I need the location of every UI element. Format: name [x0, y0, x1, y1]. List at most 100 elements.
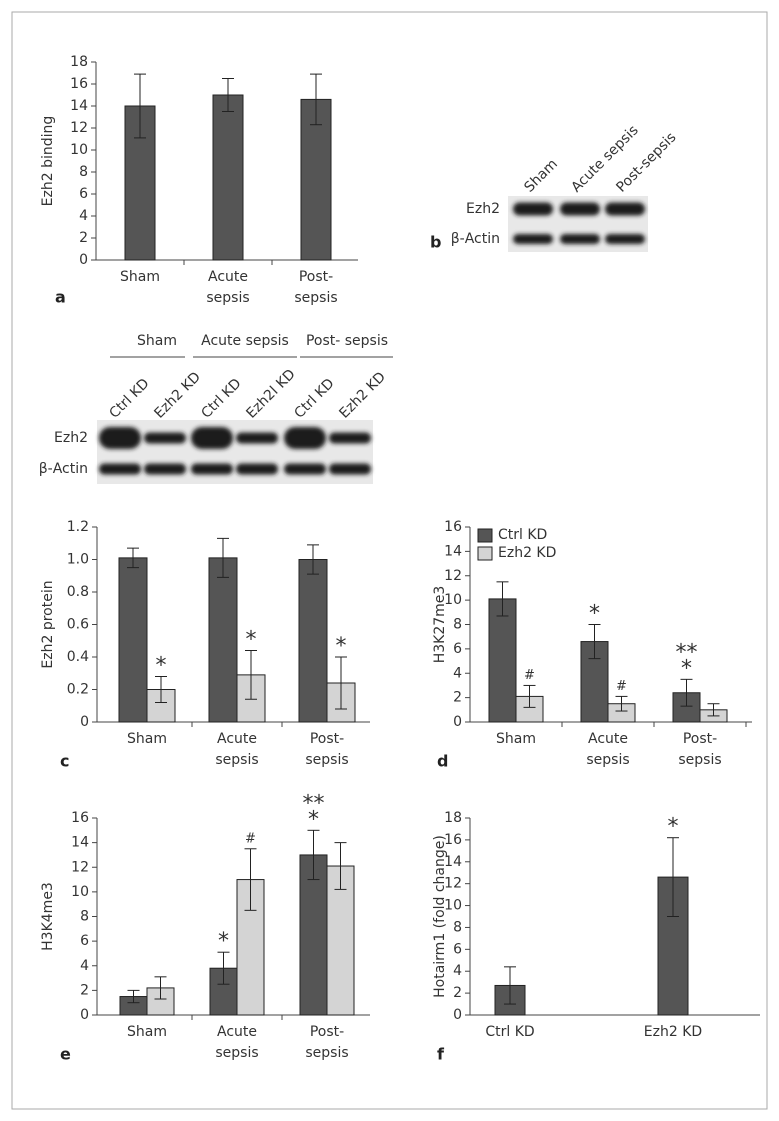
- bar: [326, 865, 355, 1016]
- frame: [11, 11, 768, 1110]
- bar: [118, 557, 148, 723]
- y-tick-label: 10: [444, 898, 462, 914]
- bar: [488, 598, 517, 723]
- y-tick-label: 8: [79, 164, 88, 180]
- bar: [212, 94, 244, 261]
- x-tick-label: Acute: [588, 731, 628, 747]
- y-axis-label: H3K4me3: [40, 882, 56, 951]
- annotation: **: [676, 640, 698, 665]
- y-tick-label: 8: [453, 617, 462, 633]
- y-tick-label: 2: [80, 982, 89, 998]
- y-tick-label: 4: [79, 208, 88, 224]
- y-tick-label: 0.6: [67, 617, 89, 633]
- blot-band: [284, 463, 326, 475]
- bar: [208, 557, 238, 723]
- annotation: #: [524, 668, 535, 683]
- y-tick-label: 16: [444, 519, 462, 535]
- y-tick-label: 18: [444, 810, 462, 826]
- x-tick-label: Ctrl KD: [485, 1024, 534, 1040]
- annotation: *: [681, 656, 692, 681]
- blot-band: [329, 463, 371, 475]
- panel-letter: c: [60, 752, 69, 771]
- group-label: Sham: [137, 333, 177, 349]
- x-tick-label: Acute: [217, 731, 257, 747]
- y-tick-label: 0: [80, 1007, 89, 1023]
- annotation: *: [589, 602, 600, 627]
- y-tick-label: 6: [453, 941, 462, 957]
- y-tick-label: 10: [70, 142, 88, 158]
- lane-label: Sham: [521, 156, 561, 196]
- blot-band: [513, 202, 553, 216]
- x-tick-label: sepsis: [586, 752, 629, 768]
- x-tick-label: Ezh2 KD: [644, 1024, 702, 1040]
- x-tick-label: Post-: [299, 269, 333, 285]
- x-tick-label: Acute: [208, 269, 248, 285]
- annotation: #: [616, 679, 627, 694]
- bar: [298, 559, 328, 723]
- y-tick-label: 16: [70, 76, 88, 92]
- blot-band: [191, 463, 233, 475]
- lane-label: Ezh2 KD: [151, 369, 204, 422]
- y-tick-label: 0.4: [67, 649, 89, 665]
- annotation: *: [308, 807, 319, 832]
- y-tick-label: 0: [453, 714, 462, 730]
- x-tick-label: sepsis: [215, 752, 258, 768]
- y-tick-label: 14: [444, 543, 462, 559]
- bar: [657, 876, 689, 1016]
- y-tick-label: 2: [453, 985, 462, 1001]
- y-axis-label: H3K27me3: [432, 586, 448, 664]
- legend-swatch: [477, 546, 493, 561]
- lane-label: Ctrl KD: [106, 375, 152, 421]
- y-tick-label: 12: [71, 859, 89, 875]
- blot-band: [560, 234, 600, 244]
- lane-label: Ctrl KD: [198, 375, 244, 421]
- y-tick-label: 18: [70, 54, 88, 70]
- y-tick-label: 1.0: [67, 552, 89, 568]
- blot-band: [329, 432, 371, 444]
- blot: [97, 420, 373, 484]
- annotation: *: [246, 628, 257, 653]
- row-label: β-Actin: [451, 231, 500, 247]
- blot-band: [144, 463, 186, 475]
- blot-band: [236, 463, 278, 475]
- x-tick-label: Acute: [217, 1024, 257, 1040]
- annotation: *: [218, 929, 229, 954]
- y-tick-label: 8: [80, 909, 89, 925]
- panel-letter: a: [55, 288, 66, 307]
- annotation: #: [245, 831, 256, 846]
- legend-label: Ezh2 KD: [498, 545, 556, 561]
- lane-label: Ctrl KD: [291, 375, 337, 421]
- x-tick-label: Post-: [683, 731, 717, 747]
- legend-swatch: [477, 528, 493, 543]
- x-tick-label: sepsis: [206, 290, 249, 306]
- blot-band: [236, 432, 278, 444]
- panel-letter: d: [437, 752, 448, 771]
- y-tick-label: 4: [453, 665, 462, 681]
- annotation: *: [668, 815, 679, 840]
- blot-band: [191, 427, 233, 449]
- x-tick-label: sepsis: [215, 1045, 258, 1061]
- y-tick-label: 0: [79, 252, 88, 268]
- y-axis-label: Ezh2 protein: [40, 580, 56, 668]
- x-tick-label: sepsis: [305, 1045, 348, 1061]
- y-tick-label: 1.2: [67, 519, 89, 535]
- y-tick-label: 6: [80, 933, 89, 949]
- panel-letter: f: [437, 1045, 445, 1064]
- y-axis-label: Hotairm1 (fold change): [432, 835, 448, 998]
- row-label: Ezh2: [466, 201, 500, 217]
- blot-band: [605, 234, 645, 244]
- blot-band: [513, 234, 553, 244]
- group-label: Acute sepsis: [201, 333, 289, 349]
- y-tick-label: 0: [80, 714, 89, 730]
- x-tick-label: Sham: [496, 731, 536, 747]
- row-label: Ezh2: [54, 430, 88, 446]
- blot-band: [144, 432, 186, 444]
- x-tick-label: Sham: [127, 731, 167, 747]
- lane-label: Ezh2l KD: [243, 366, 298, 421]
- x-tick-label: sepsis: [305, 752, 348, 768]
- blot-band: [99, 427, 141, 449]
- annotation: *: [156, 654, 167, 679]
- x-tick-label: Post-: [310, 1024, 344, 1040]
- annotation: *: [336, 634, 347, 659]
